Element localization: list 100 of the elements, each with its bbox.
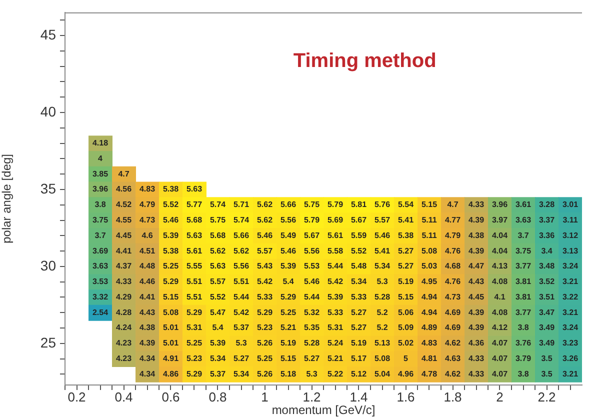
data-label: 5.34 [350,277,368,286]
data-label: 5.68 [210,230,226,240]
data-label: 3.8 [518,323,530,332]
data-label: 4.38 [139,323,156,332]
data-label: 3.75 [92,215,109,224]
data-label: 4.07 [492,354,508,364]
data-label: 5.01 [162,323,180,332]
data-label: 5.46 [280,246,297,256]
data-label: 5.75 [304,200,320,210]
data-label: 4.62 [444,369,462,378]
data-label: 5.74 [210,200,226,210]
data-label: 5.3 [306,369,318,378]
data-label: 5.25 [256,354,274,364]
data-label: 4.78 [421,369,438,378]
data-label: 3.85 [92,169,109,178]
data-label: 5.52 [210,292,226,302]
data-label: 5.26 [256,338,274,348]
data-label: 5.33 [256,292,274,302]
data-label: 3.61 [515,200,532,210]
data-label: 3.24 [562,262,579,271]
data-label: 5.38 [162,246,180,256]
data-label: 5.31 [186,323,203,332]
data-label: 4.94 [421,292,438,302]
data-label: 5.22 [327,369,344,378]
x-tick-label: 1.4 [350,389,368,404]
data-label: 4.39 [468,323,485,332]
data-label: 5.52 [350,246,368,256]
data-label: 3.79 [515,354,532,364]
data-label: 5.63 [186,230,203,240]
data-label: 4.07 [492,369,508,378]
data-label: 5.21 [327,354,344,364]
data-label: 3.8 [518,369,530,378]
data-label: 4.81 [421,354,438,364]
data-label: 4.39 [468,246,485,256]
x-tick-label: 0.8 [208,389,227,404]
data-label: 5.56 [280,215,297,224]
data-label: 5.03 [421,262,438,271]
data-label: 3.37 [538,215,556,224]
text: Timing method [293,50,436,72]
data-label: 4.04 [492,246,508,256]
data-label: 5.46 [304,277,320,286]
data-label: 4.29 [116,292,132,302]
data-label: 5.21 [280,323,297,332]
x-tick-label: 1 [261,389,268,404]
data-label: 5.34 [233,369,250,378]
data-label: 3.11 [562,215,578,224]
data-label: 3.8 [94,200,106,210]
data-label: 5.04 [374,369,391,378]
data-label: 5.42 [327,277,344,286]
data-label: 5.76 [374,200,391,210]
data-label: 5.54 [398,200,414,210]
data-label: 5.29 [280,292,297,302]
data-label: 4.91 [162,354,180,364]
data-label: 5.27 [350,323,368,332]
data-label: 3.4 [541,246,553,256]
data-label: 4.55 [116,215,132,224]
data-label: 5.81 [350,200,368,210]
data-label: 3.01 [562,200,579,210]
data-label: 5.39 [327,292,344,302]
data-label: 5.42 [256,277,274,286]
data-label: 4.39 [139,338,156,348]
data-label: 3.63 [92,262,109,271]
data-label: 5.4 [212,323,224,332]
data-label: 3.21 [562,308,579,317]
data-label: 4.83 [421,338,438,348]
data-label: 4.33 [468,200,485,210]
y-tick-label: 40 [40,103,56,120]
data-label: 5.23 [186,354,203,364]
data-label: 4.56 [116,184,132,194]
data-label: 4.28 [116,308,132,317]
data-label: 5.44 [233,292,250,302]
data-label: 4.37 [116,262,132,271]
data-label: 3.13 [562,246,579,256]
data-label: 5.2 [376,323,388,332]
data-label: 5.33 [350,292,368,302]
data-label: 5.27 [398,246,414,256]
y-tick-label: 25 [40,334,56,350]
data-label: 5.17 [350,354,368,364]
x-tick-label: 2.2 [538,389,556,404]
data-label: 5.2 [376,308,388,317]
data-label: 3.5 [541,369,553,378]
data-label: 4 [98,154,104,163]
data-label: 5.37 [233,323,250,332]
data-label: 5.56 [233,262,250,271]
data-label: 4.41 [116,246,132,256]
data-label: 4.79 [139,200,156,210]
data-label: 5.62 [256,215,274,224]
data-label: 4.43 [139,308,156,317]
data-label: 3.96 [492,200,508,210]
data-label: 2.54 [92,308,109,317]
data-label: 3.81 [515,277,532,286]
data-label: 3.5 [541,354,553,364]
data-label: 5.79 [304,215,320,224]
data-label: 5.29 [162,277,180,286]
x-tick-label: 1.2 [302,389,321,404]
data-label: 3.21 [562,369,579,378]
x-tick-label: 2 [496,389,504,404]
data-label: 4.73 [139,215,156,224]
data-label: 4.46 [139,277,156,286]
data-label: 5.61 [186,246,203,256]
